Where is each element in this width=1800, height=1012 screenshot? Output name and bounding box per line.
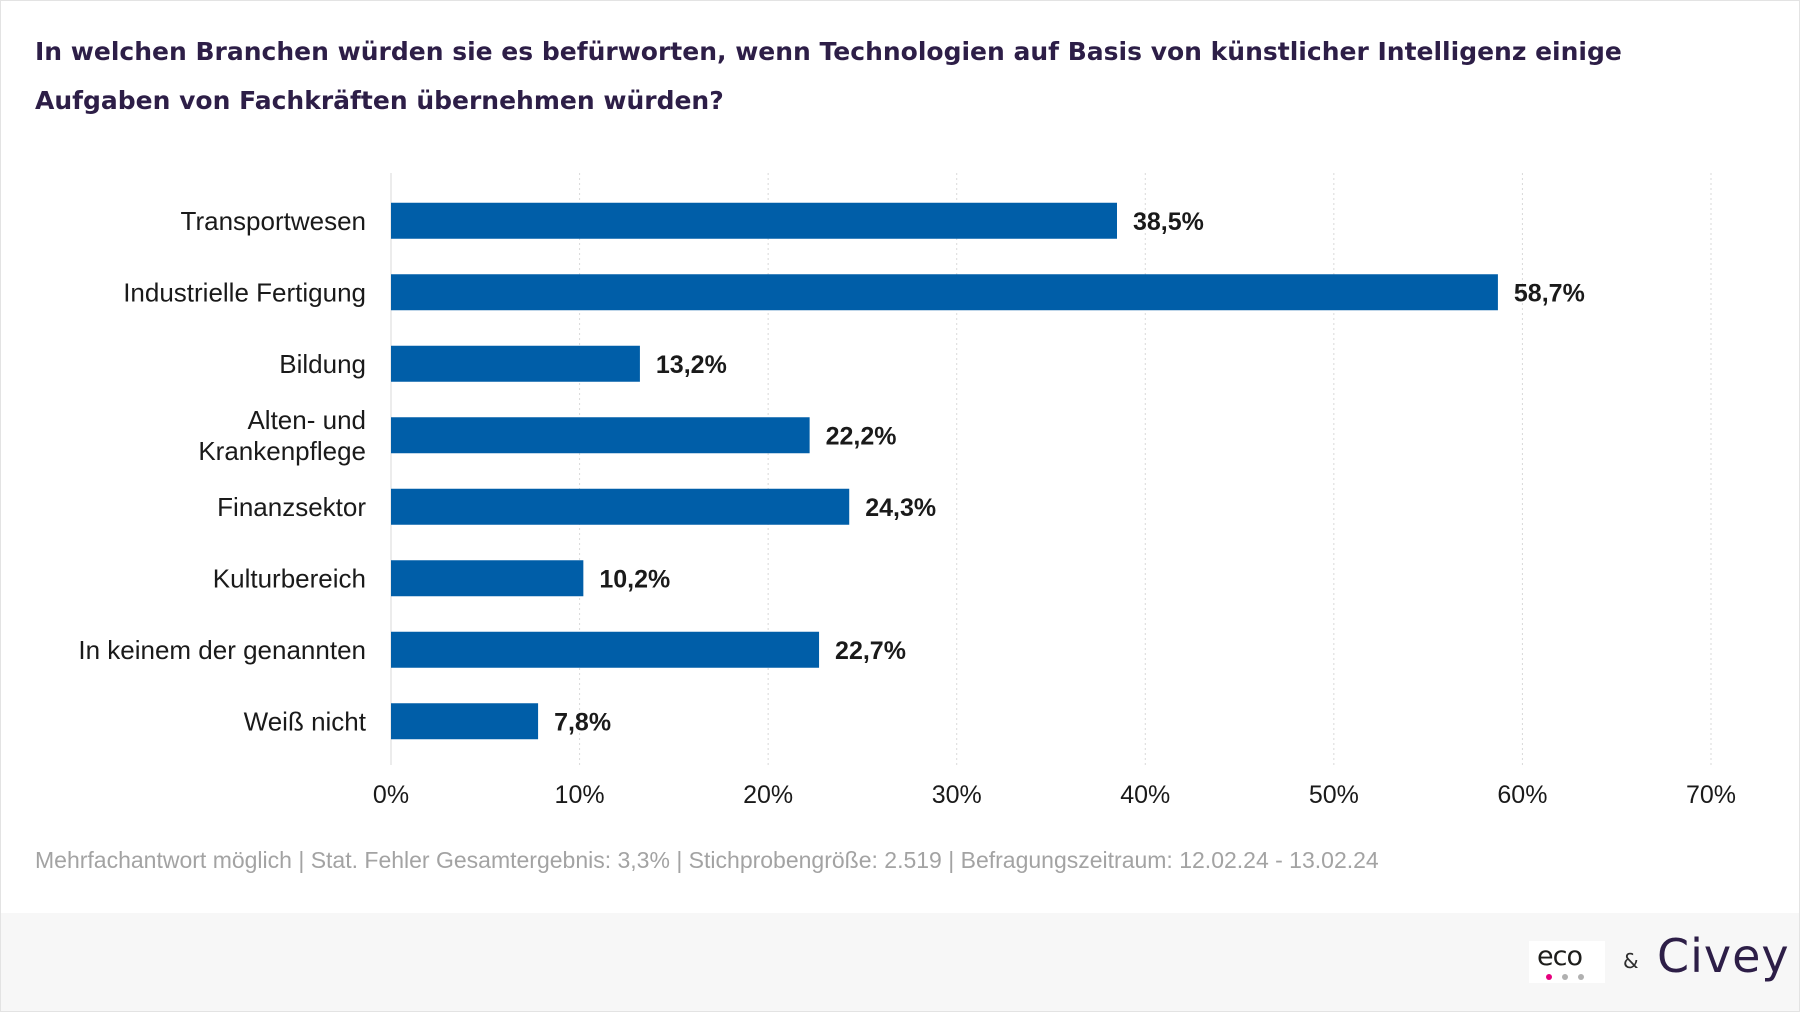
category-label: Bildung xyxy=(279,349,366,379)
x-tick-label: 30% xyxy=(932,781,982,809)
category-label: In keinem der genannten xyxy=(78,635,366,665)
value-label: 22,7% xyxy=(835,637,906,665)
x-tick-label: 20% xyxy=(743,781,793,809)
bar xyxy=(391,202,1117,239)
bar xyxy=(391,274,1498,311)
bar xyxy=(391,417,810,454)
eco-logo-text: eco xyxy=(1537,941,1583,972)
eco-logo: eco xyxy=(1529,941,1605,983)
category-label: Industrielle Fertigung xyxy=(123,277,366,307)
ampersand: & xyxy=(1623,949,1639,973)
eco-logo-dot xyxy=(1546,974,1552,980)
eco-logo-dot xyxy=(1578,974,1584,980)
bar-chart: Transportwesen Industrielle Fertigung Bild… xyxy=(78,173,1736,809)
bar xyxy=(391,703,539,740)
value-labels: 38,5% 58,7% 13,2% 22,2% 24,3% 10,2% 22,7% 7,8% xyxy=(554,208,1585,737)
value-label: 22,2% xyxy=(826,422,897,450)
category-label: Weiß nicht xyxy=(244,706,367,736)
category-label: Finanzsektor xyxy=(217,492,366,522)
x-tick-label: 50% xyxy=(1309,781,1359,809)
x-tick-label: 70% xyxy=(1686,781,1736,809)
category-label: Krankenpflege xyxy=(198,436,366,466)
category-label: Alten- und xyxy=(247,405,366,435)
civey-logo: Civey xyxy=(1657,929,1790,983)
footer-bar xyxy=(1,913,1799,1011)
bars xyxy=(391,202,1498,740)
survey-footnote: Mehrfachantwort möglich | Stat. Fehler G… xyxy=(35,847,1379,873)
x-axis-ticks: 0% 10% 20% 30% 40% 50% 60% 70% xyxy=(373,781,1736,809)
x-tick-label: 10% xyxy=(555,781,605,809)
value-label: 38,5% xyxy=(1133,208,1204,236)
x-tick-label: 60% xyxy=(1497,781,1547,809)
value-label: 24,3% xyxy=(865,494,936,522)
value-label: 10,2% xyxy=(599,565,670,593)
value-label: 13,2% xyxy=(656,351,727,379)
chart-title: In welchen Branchen würden sie es befürw… xyxy=(35,37,1622,115)
value-label: 58,7% xyxy=(1514,279,1585,307)
x-tick-label: 40% xyxy=(1120,781,1170,809)
category-label: Kulturbereich xyxy=(213,563,366,593)
grid-lines xyxy=(390,173,1712,765)
bar xyxy=(391,488,850,525)
value-label: 7,8% xyxy=(554,708,611,736)
bar xyxy=(391,631,820,668)
eco-logo-dot xyxy=(1562,974,1568,980)
bar xyxy=(391,560,584,597)
category-labels: Transportwesen Industrielle Fertigung Bild… xyxy=(78,206,366,737)
bar xyxy=(391,345,640,382)
x-tick-label: 0% xyxy=(373,781,409,809)
category-label: Transportwesen xyxy=(181,206,366,236)
